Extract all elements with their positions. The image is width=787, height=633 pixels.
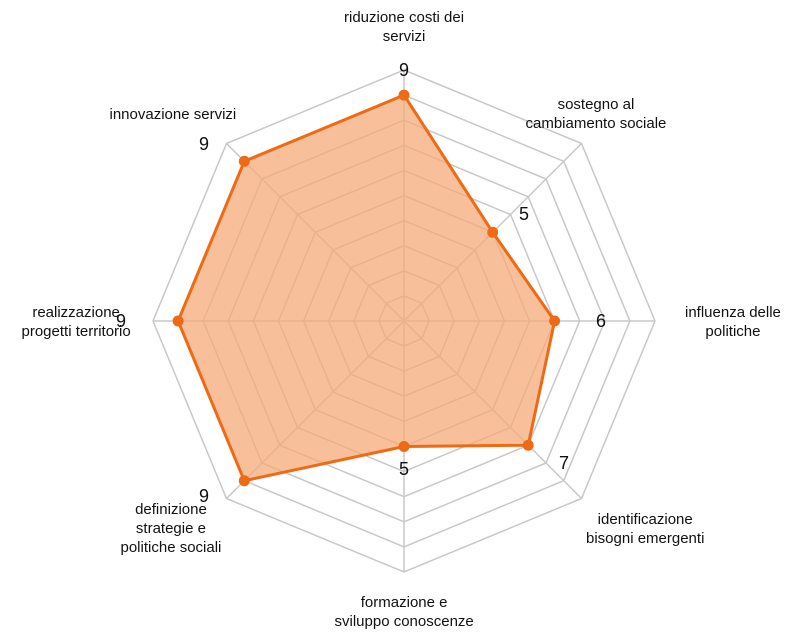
data-point-5 — [238, 475, 250, 487]
value-label-4: 5 — [399, 459, 410, 479]
axis-label-7: innovazione servizi — [109, 106, 237, 123]
value-label-0: 9 — [399, 60, 410, 80]
radar-series — [172, 89, 561, 487]
value-label-1: 5 — [519, 204, 530, 224]
axis-label-1: sostegno al cambiamento sociale — [525, 96, 667, 132]
value-label-2: 6 — [596, 311, 607, 331]
axis-label-5: definizione strategie e politiche social… — [120, 501, 222, 556]
data-point-7 — [238, 155, 250, 167]
data-point-2 — [549, 315, 561, 327]
axis-label-4: formazione e sviluppo conoscenze — [334, 594, 474, 630]
value-label-6: 9 — [116, 311, 127, 331]
value-label-5: 9 — [199, 486, 210, 506]
data-point-1 — [487, 226, 499, 238]
axis-label-6: realizzazione progetti territorio — [21, 304, 131, 340]
data-point-6 — [172, 315, 184, 327]
data-point-0 — [398, 89, 410, 101]
value-label-7: 9 — [199, 134, 210, 154]
data-point-3 — [522, 439, 534, 451]
series-area — [176, 93, 557, 483]
axis-label-2: influenza delle politiche — [685, 304, 781, 340]
axis-label-3: identificazione bisogni emergenti — [586, 511, 705, 547]
value-label-3: 7 — [559, 453, 570, 473]
axis-label-0: riduzione costi dei servizi — [344, 9, 465, 45]
data-point-4 — [398, 441, 410, 452]
